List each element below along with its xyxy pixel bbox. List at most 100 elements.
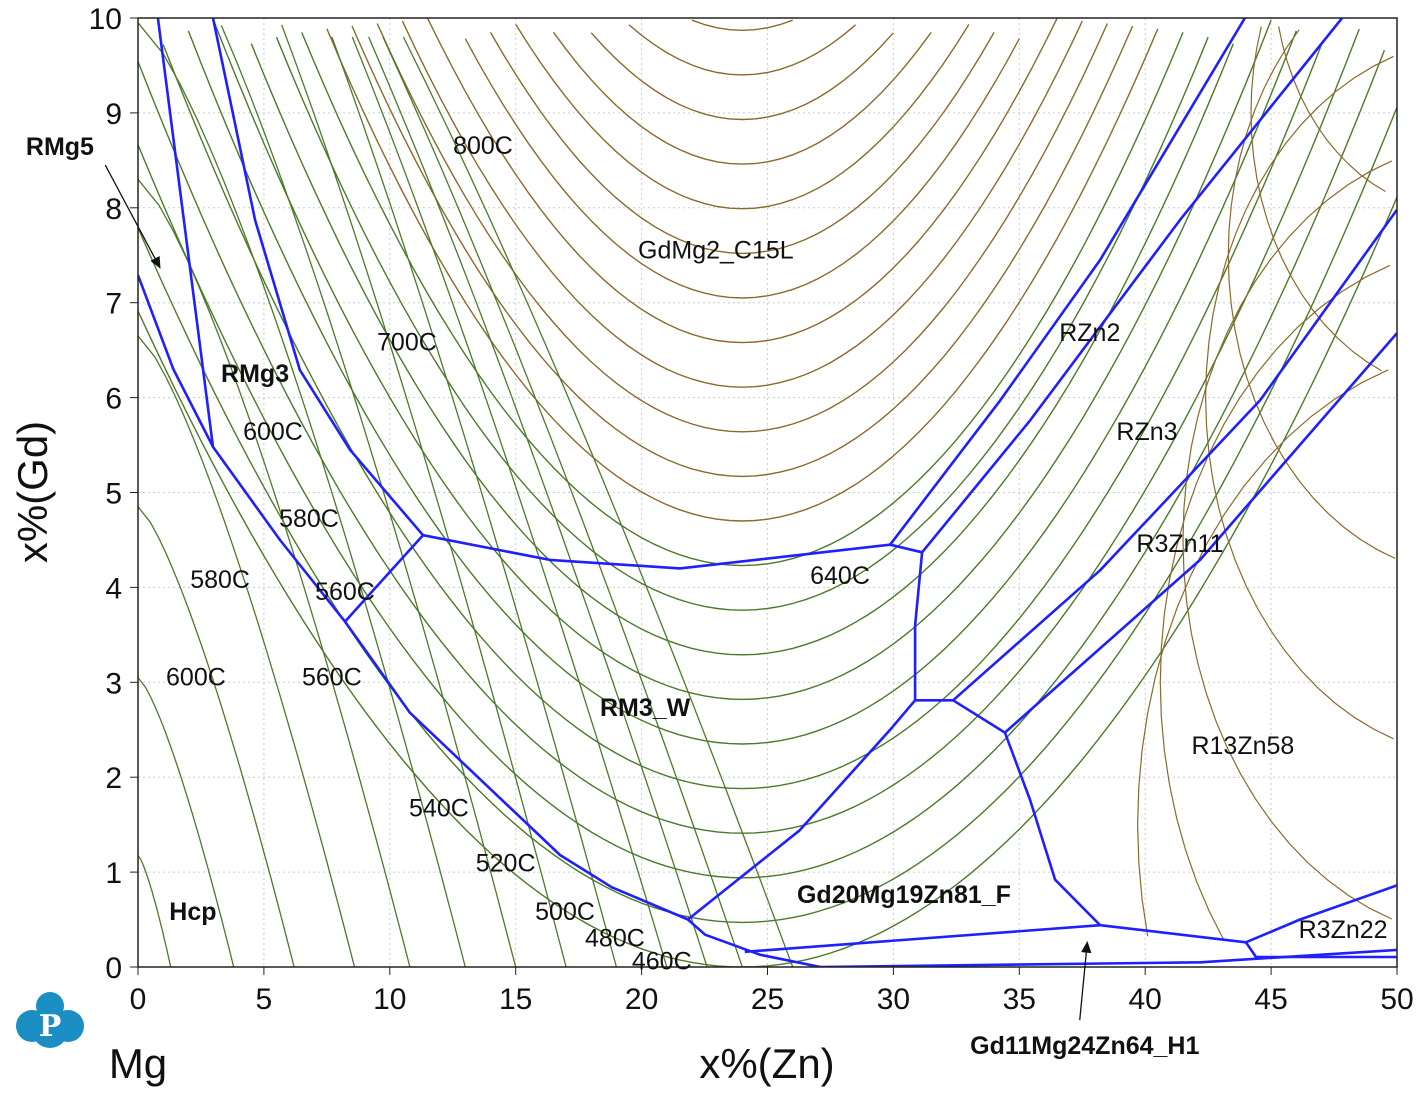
phase-label: 580C <box>190 566 250 594</box>
annotation-arrows <box>104 164 1092 1021</box>
isotherm-curve <box>212 19 1272 701</box>
phase-label: 560C <box>315 578 375 606</box>
isotherm-curve <box>691 19 793 32</box>
phase-label: 600C <box>243 418 303 446</box>
phase-label: 520C <box>476 850 536 878</box>
phase-boundary-line <box>889 18 1247 546</box>
isotherm-curve <box>368 36 708 967</box>
phase-label: 600C <box>166 664 226 692</box>
isotherm-curve <box>515 24 970 210</box>
phase-boundary-line <box>952 208 1397 702</box>
x-tick-label: 35 <box>1003 983 1036 1016</box>
y-tick-label: 8 <box>105 193 122 226</box>
isotherm-curve <box>138 335 356 967</box>
phase-label: RM3_W <box>600 694 691 722</box>
isotherm-curve <box>138 22 466 967</box>
isotherm-curve <box>220 25 517 967</box>
phase-label: R3Zn11 <box>1136 530 1223 558</box>
x-tick-label: 0 <box>130 983 147 1016</box>
phase-boundary-line <box>921 18 1344 554</box>
phase-boundary-line <box>344 534 424 623</box>
annotation-arrow <box>1079 941 1092 1021</box>
x-axis-label: x%(Zn) <box>699 1040 834 1087</box>
x-tick-label: 10 <box>373 983 406 1016</box>
isotherm-curve <box>138 196 1397 967</box>
svg-text:P: P <box>39 1009 62 1044</box>
x-tick-label: 45 <box>1254 983 1287 1016</box>
isotherm-curve <box>351 25 1134 478</box>
isotherm-curve <box>138 178 411 967</box>
y-axis-label: x%(Gd) <box>9 421 56 563</box>
phase-boundary-line <box>156 18 215 448</box>
phase-boundary-line <box>211 18 424 537</box>
phase-label: RZn2 <box>1059 319 1120 347</box>
y-tick-label: 7 <box>105 288 122 321</box>
phase-boundary-line <box>1099 884 1397 944</box>
phase-label: 640C <box>810 562 870 590</box>
isotherm-curve <box>1278 26 1386 193</box>
phase-boundary-line <box>913 552 924 701</box>
y-tick-label: 9 <box>105 98 122 131</box>
isotherm-curve <box>489 32 995 255</box>
phase-label: Gd11Mg24Zn64_H1 <box>970 1032 1199 1060</box>
isotherm-curve <box>1250 26 1382 372</box>
phase-boundary-line <box>952 699 1006 734</box>
phase-label: Hcp <box>169 898 216 926</box>
isotherm-lines <box>138 18 1397 967</box>
annotation-arrow <box>104 164 161 269</box>
y-tick-label: 6 <box>105 383 122 416</box>
isotherm-curve <box>590 32 894 121</box>
phase-label: RMg5 <box>26 133 94 161</box>
isotherm-curve <box>464 38 1020 299</box>
phase-label: 580C <box>279 505 339 533</box>
x-tick-label: 5 <box>256 983 273 1016</box>
isotherm-curve <box>187 30 1297 745</box>
phase-label: GdMg2_C15L <box>638 237 794 265</box>
phase-boundary-line <box>1004 332 1397 734</box>
isotherm-curve <box>1182 160 1393 920</box>
x-tick-label: 50 <box>1380 983 1413 1016</box>
phase-label: R3Zn22 <box>1299 916 1388 944</box>
isotherm-curve <box>281 24 567 967</box>
phase-boundary-line <box>422 533 923 570</box>
isotherm-curve <box>138 28 1360 834</box>
isotherm-curve <box>301 32 1184 567</box>
isotherm-curve <box>138 855 172 967</box>
phase-label: 460C <box>632 947 692 975</box>
isotherm-curve <box>552 31 932 165</box>
phase-boundary-line <box>138 274 821 967</box>
isotherm-curve <box>275 36 1209 611</box>
x-tick-label: 15 <box>499 983 532 1016</box>
y-tick-label: 3 <box>105 667 122 700</box>
x-tick-label: 30 <box>877 983 910 1016</box>
phase-label: 500C <box>535 898 595 926</box>
phase-label: 480C <box>585 925 645 953</box>
isotherm-curve <box>1204 55 1394 740</box>
y-tick-label: 4 <box>105 572 122 605</box>
isotherm-curve <box>382 36 743 967</box>
isotherm-curve <box>138 50 1386 879</box>
x-tick-label: 40 <box>1129 983 1162 1016</box>
isotherm-curve <box>401 20 1083 388</box>
isotherm-curve <box>138 677 235 967</box>
corner-label-mg: Mg <box>109 1040 167 1087</box>
x-tick-label: 20 <box>625 983 658 1016</box>
phase-boundary-line <box>744 923 1101 954</box>
x-tick-label: 25 <box>751 983 784 1016</box>
grid <box>138 18 1397 967</box>
phase-boundary-line <box>1003 732 1102 927</box>
logo-icon: P <box>16 992 84 1048</box>
y-tick-label: 2 <box>105 762 122 795</box>
phase-label: RMg3 <box>221 360 289 388</box>
phase-label: 540C <box>409 795 469 823</box>
isotherm-curve <box>1159 264 1391 941</box>
isotherm-curve <box>628 24 857 76</box>
isotherm-curve <box>1227 29 1396 560</box>
y-tick-label: 0 <box>105 952 122 985</box>
phase-label: 700C <box>377 329 437 357</box>
phase-boundary-line <box>687 699 917 921</box>
isotherm-curve <box>331 36 618 967</box>
phase-boundaries <box>138 18 1397 967</box>
phase-label: R13Zn58 <box>1191 732 1294 760</box>
